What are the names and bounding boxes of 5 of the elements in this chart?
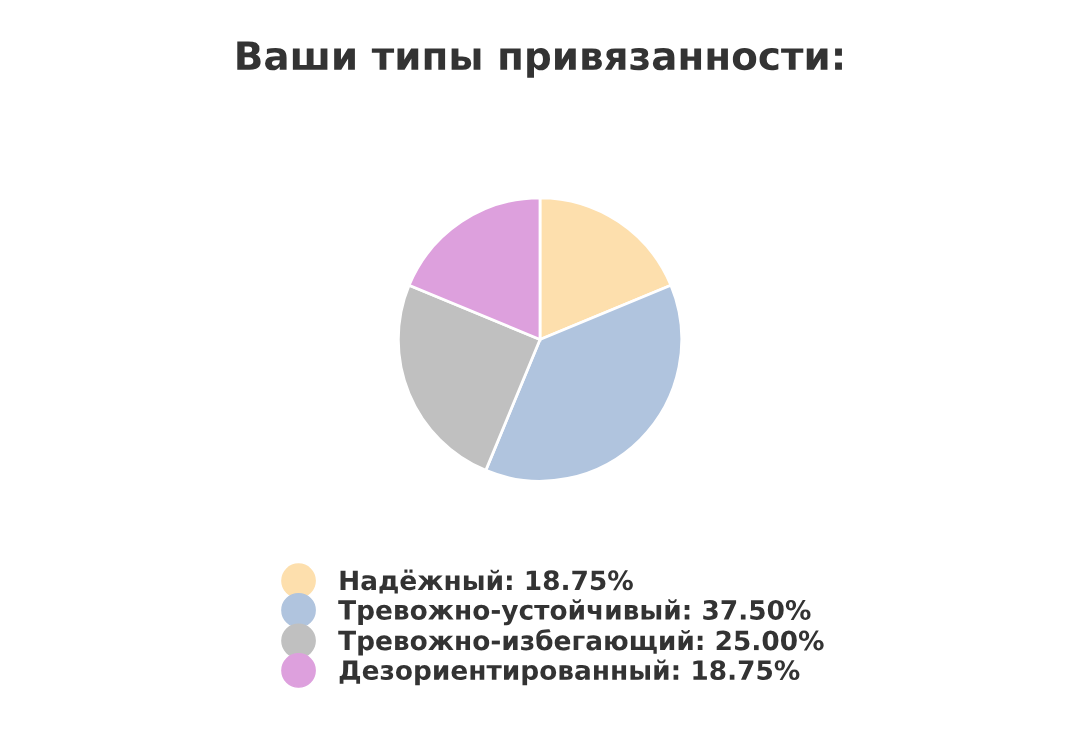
legend-label: Тревожно-избегающий: 25.00% xyxy=(338,629,824,656)
legend-label: Дезориентированный: 18.75% xyxy=(339,659,800,686)
legend-label: Тревожно-устойчивый: 37.50% xyxy=(338,599,811,626)
legend-label: Надёжный: 18.75% xyxy=(340,569,633,594)
chart-title: Ваши типы привязанности: xyxy=(237,41,842,78)
